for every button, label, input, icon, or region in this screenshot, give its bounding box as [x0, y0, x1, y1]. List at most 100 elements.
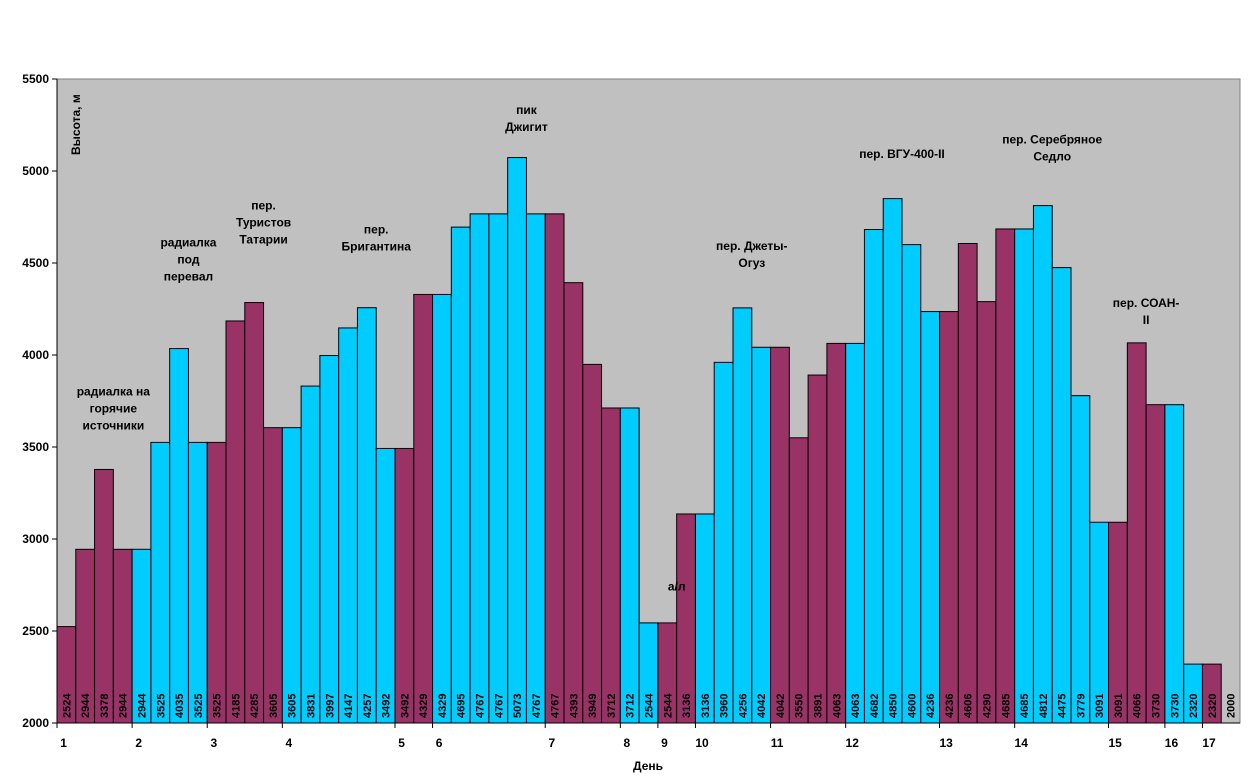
- bar: [1108, 521, 1128, 724]
- bar: [394, 447, 415, 724]
- bar: [939, 311, 959, 724]
- annotation-line: пер.: [251, 199, 276, 213]
- y-tick-label: 3500: [22, 440, 49, 454]
- bar: [863, 229, 884, 724]
- bar: [770, 346, 790, 724]
- y-tick-label: 5000: [22, 164, 49, 178]
- y-tick-label: 4500: [22, 256, 49, 270]
- bar-value-label: 4063: [850, 694, 862, 718]
- bar: [1051, 267, 1072, 724]
- bar: [826, 342, 847, 724]
- annotation-line: Бригантина: [342, 240, 412, 254]
- bar-value-label: 4290: [982, 694, 994, 718]
- bar-value-label: 3712: [606, 694, 618, 718]
- bar: [450, 226, 471, 724]
- x-tick-label: 7: [548, 736, 555, 750]
- x-tick-label: 9: [661, 736, 668, 750]
- bar: [1145, 404, 1166, 724]
- bar-value-label: 3492: [381, 694, 393, 718]
- bar-value-label: 4035: [174, 694, 186, 718]
- bar-value-label: 3997: [324, 694, 336, 718]
- bar-value-label: 4285: [249, 694, 261, 718]
- bar: [976, 301, 997, 724]
- x-tick-label: 10: [695, 736, 709, 750]
- bars-group: [56, 157, 1222, 724]
- bar: [882, 198, 903, 724]
- bar: [338, 327, 358, 724]
- bar: [169, 348, 189, 724]
- bar-value-label: 4185: [230, 694, 242, 718]
- bar: [413, 293, 434, 724]
- bar: [1164, 404, 1185, 724]
- bar: [244, 302, 265, 724]
- bar: [676, 513, 696, 724]
- bar-value-label: 3525: [212, 694, 224, 718]
- bar: [525, 213, 546, 724]
- bar: [544, 213, 565, 724]
- bar: [206, 441, 227, 724]
- bar: [94, 468, 114, 724]
- y-tick-label: 5500: [22, 72, 49, 86]
- y-tick-label: 2500: [22, 624, 49, 638]
- x-tick-label: 14: [1015, 736, 1029, 750]
- x-axis-title: День: [633, 759, 663, 773]
- x-tick-label: 17: [1202, 736, 1216, 750]
- bar-value-label: 4682: [869, 694, 881, 718]
- bar: [1032, 205, 1053, 724]
- bar: [187, 441, 208, 724]
- bar-value-label: 3605: [268, 694, 280, 718]
- x-tick-label: 2: [135, 736, 142, 750]
- annotation-label: пер. Бригантина: [342, 223, 412, 254]
- bar-value-label: 2320: [1188, 694, 1200, 718]
- annotation-label: пер. ВГУ-400-II: [859, 147, 945, 161]
- bar: [845, 342, 865, 724]
- bar: [375, 447, 396, 724]
- bar: [694, 513, 715, 724]
- bar: [713, 361, 734, 724]
- annotation-line: II: [1143, 313, 1150, 327]
- bar-value-label: 4236: [925, 694, 937, 718]
- x-tick-label: 15: [1108, 736, 1122, 750]
- bar: [901, 244, 922, 724]
- annotation-line: под: [177, 252, 199, 266]
- annotation-line: горячие: [90, 401, 138, 415]
- bar: [281, 427, 302, 724]
- bar-value-label: 3960: [719, 694, 731, 718]
- bar-value-label: 4256: [737, 694, 749, 718]
- bar-value-label: 4042: [756, 694, 768, 718]
- bar-value-label: 3730: [1169, 694, 1181, 718]
- bar-value-label: 4042: [775, 694, 787, 718]
- bar: [732, 307, 753, 724]
- bar: [619, 407, 640, 724]
- annotation-line: Огуз: [738, 256, 765, 270]
- bar: [582, 363, 603, 724]
- x-tick-label: 4: [286, 736, 293, 750]
- bar-value-label: 4812: [1038, 694, 1050, 718]
- bar-value-label: 4767: [475, 694, 487, 718]
- bar-value-label: 4236: [944, 694, 956, 718]
- bar-value-label: 3378: [99, 694, 111, 718]
- bar-value-label: 3550: [794, 694, 806, 718]
- bar: [1089, 521, 1110, 724]
- bar: [920, 311, 941, 724]
- bar: [1126, 342, 1147, 724]
- bar: [469, 213, 490, 724]
- annotation-label: пик Джигит: [505, 103, 548, 134]
- bar: [488, 213, 509, 724]
- annotation-line: Седло: [1033, 149, 1071, 163]
- x-axis: 1 2 3 4 5 6 7 8 9 10 11 12 13 14 15 16 17: [56, 722, 1240, 750]
- bar-value-label: 4066: [1132, 694, 1144, 718]
- bar-value-label: 4147: [343, 694, 355, 718]
- bar: [263, 427, 283, 724]
- bar-value-label: 4600: [906, 694, 918, 718]
- bar-value-label: 3891: [813, 694, 825, 718]
- bar: [150, 441, 171, 724]
- bar: [225, 320, 246, 724]
- annotation-label: радиалка на горячие источники: [77, 384, 151, 432]
- bar-value-label: 4685: [1000, 694, 1012, 718]
- bar-value-labels: 2524 2944 3378 2944 2944 3525 4035 3525 3525 4185…: [61, 693, 1237, 718]
- annotation-label: пер. СОАН- II: [1113, 296, 1180, 327]
- bar: [300, 385, 321, 724]
- x-tick-label: 5: [398, 736, 405, 750]
- bar-value-label: 2000: [1226, 694, 1238, 718]
